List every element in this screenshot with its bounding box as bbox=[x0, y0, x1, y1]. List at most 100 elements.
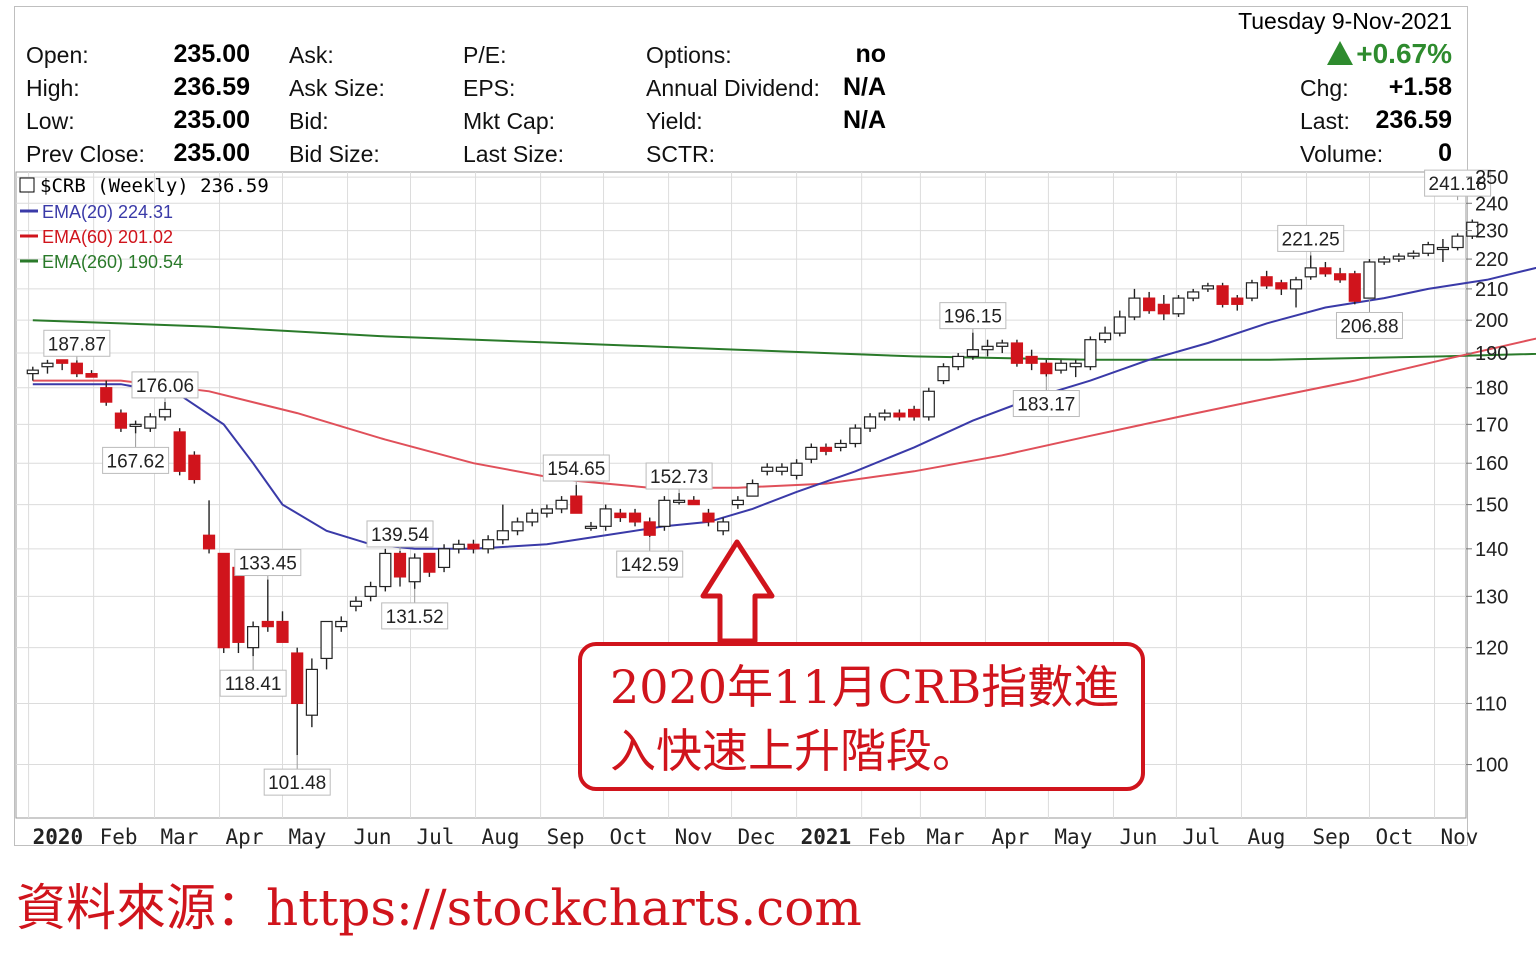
high-value: 236.59 bbox=[173, 73, 250, 101]
ema60-line bbox=[32, 337, 1536, 489]
annotation-label: 118.41 bbox=[225, 674, 282, 695]
candle-body bbox=[26, 369, 39, 375]
candle-body bbox=[408, 557, 421, 583]
annotation-box bbox=[645, 462, 713, 490]
annotation-label: 221.25 bbox=[1282, 229, 1340, 250]
candle-body bbox=[379, 552, 392, 588]
x-tick-label: May bbox=[288, 825, 326, 849]
y-tick-label: 110 bbox=[1475, 693, 1507, 715]
annotation-label: 187.87 bbox=[48, 334, 106, 355]
candle-body bbox=[70, 362, 83, 375]
candle-body bbox=[202, 534, 216, 550]
ask-size-label: Ask Size: bbox=[289, 75, 385, 101]
candle-body bbox=[1157, 303, 1170, 315]
legend: $CRB (Weekly) 236.59 EMA(20) 224.31 EMA(… bbox=[19, 175, 269, 272]
candle-body bbox=[702, 512, 715, 523]
x-tick-label: Oct bbox=[610, 825, 648, 849]
candle-body bbox=[893, 412, 906, 418]
candle-body bbox=[1128, 297, 1141, 318]
candle-body bbox=[1231, 297, 1244, 305]
low-value: 235.00 bbox=[173, 106, 250, 134]
y-tick-label: 190 bbox=[1475, 343, 1508, 365]
x-tick-label: Aug bbox=[482, 825, 520, 849]
x-axis: 2020 Feb Mar Apr May Jun Jul Aug Sep Oct Nov Dec 202… bbox=[33, 825, 1479, 849]
candle-body bbox=[996, 342, 1009, 347]
y-tick-label: 150 bbox=[1475, 495, 1508, 517]
annotation-box bbox=[1012, 390, 1080, 418]
candle-body bbox=[1040, 362, 1053, 375]
legend-icon bbox=[19, 177, 35, 193]
annotation-line-2: 入快速上升階段。 bbox=[610, 724, 978, 778]
x-tick-label: Sep bbox=[1313, 825, 1351, 849]
candle-body bbox=[1407, 252, 1420, 257]
quote-date: Tuesday 9-Nov-2021 bbox=[1238, 8, 1452, 34]
candle-body bbox=[1245, 282, 1259, 299]
candle-body bbox=[1348, 273, 1361, 302]
high-label: High: bbox=[26, 75, 80, 101]
x-tick-label: Apr bbox=[991, 825, 1029, 849]
x-tick-label: Dec bbox=[738, 825, 776, 849]
chg-label: Chg: bbox=[1300, 75, 1349, 101]
annotation-label: 167.62 bbox=[107, 451, 165, 472]
x-tick-label: Nov bbox=[1441, 825, 1479, 849]
annotation-box bbox=[219, 669, 287, 697]
candle-body bbox=[232, 566, 245, 643]
candle-body bbox=[1084, 339, 1097, 368]
candle-body bbox=[775, 466, 789, 472]
ema60-path bbox=[32, 337, 1536, 489]
candle-body bbox=[570, 495, 583, 514]
candle-body bbox=[1187, 291, 1200, 299]
annotation-label: 154.65 bbox=[547, 459, 605, 480]
annotation-box bbox=[381, 602, 449, 630]
open-label: Open: bbox=[26, 42, 89, 68]
candle-body bbox=[952, 355, 965, 368]
x-tick-label: Nov bbox=[675, 825, 713, 849]
options-value: no bbox=[855, 40, 886, 68]
candle-body bbox=[217, 552, 230, 649]
candle-body bbox=[746, 482, 759, 497]
legend-ema60: EMA(60) 201.02 bbox=[42, 227, 173, 247]
y-tick-label: 230 bbox=[1475, 221, 1508, 243]
y-tick-label: 210 bbox=[1475, 279, 1508, 301]
candle-body bbox=[1436, 246, 1450, 251]
candle-body bbox=[849, 427, 862, 445]
annotation-box bbox=[616, 550, 684, 578]
candle-body bbox=[335, 620, 348, 628]
y-tick-label: 180 bbox=[1475, 378, 1508, 400]
annotation-line-1: 2020年11月CRB指數進 bbox=[610, 660, 1119, 714]
candle-body bbox=[805, 446, 818, 460]
candle-body bbox=[56, 359, 69, 364]
annual-dividend-value: N/A bbox=[842, 73, 886, 101]
volume-label: Volume: bbox=[1300, 141, 1384, 167]
price-annotations: 187.87 176.06 167.62 133.45 118.41 101.48 139.… bbox=[43, 169, 1492, 796]
mkt-cap-label: Mkt Cap: bbox=[463, 108, 556, 134]
candle-body bbox=[1392, 255, 1405, 260]
x-tick-label: Jul bbox=[1182, 825, 1220, 849]
yield-value: N/A bbox=[842, 106, 886, 134]
x-tick-label: 2020 bbox=[33, 825, 84, 849]
candle-body bbox=[1378, 258, 1391, 263]
candle-body bbox=[526, 512, 539, 523]
x-tick-label: Apr bbox=[226, 825, 264, 849]
candle-body bbox=[1069, 362, 1082, 368]
candle-body bbox=[790, 462, 803, 476]
candle-body bbox=[349, 600, 363, 607]
y-tick-label: 220 bbox=[1475, 249, 1508, 271]
candle-body bbox=[452, 543, 465, 550]
annotation-label: 241.18 bbox=[1429, 174, 1487, 195]
ema260-path bbox=[32, 319, 1536, 361]
candle-body bbox=[555, 499, 568, 510]
candle-body bbox=[878, 412, 891, 418]
source-note: 資料來源：https://stockcharts.com bbox=[16, 879, 862, 937]
candle-body bbox=[158, 408, 172, 418]
last-size-label: Last Size: bbox=[463, 141, 564, 167]
annotation-box bbox=[1277, 224, 1345, 252]
candle-body bbox=[467, 543, 480, 550]
legend-ema260: EMA(260) 190.54 bbox=[42, 252, 183, 272]
candle-body bbox=[261, 620, 274, 628]
chart-frame bbox=[14, 6, 1468, 846]
x-tick-label: Aug bbox=[1247, 825, 1285, 849]
candle-body bbox=[614, 512, 627, 519]
candle-body bbox=[540, 508, 553, 514]
